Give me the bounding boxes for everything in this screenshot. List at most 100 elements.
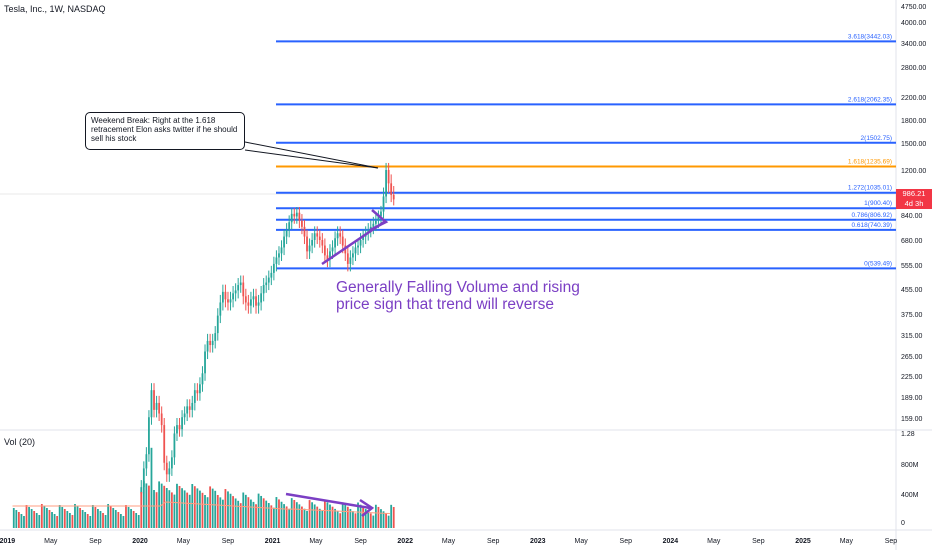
volume-bar: [311, 502, 314, 528]
volume-bar: [28, 507, 30, 528]
candle-body: [283, 236, 285, 248]
volume-bar: [122, 516, 125, 528]
candle-body: [250, 299, 252, 306]
volume-bar: [341, 502, 344, 528]
note-callout[interactable]: Weekend Break: Right at the 1.618 retrac…: [85, 112, 245, 150]
candle-body: [209, 340, 212, 346]
candle-body: [293, 213, 296, 217]
candle-body: [260, 293, 263, 303]
volume-bar: [17, 512, 20, 528]
volume-bar: [178, 486, 181, 528]
volume-bar: [35, 513, 38, 528]
volume-bar: [390, 504, 393, 528]
volume-bar: [199, 490, 201, 528]
candle-body: [178, 425, 181, 430]
candle-body: [303, 226, 306, 237]
volume-bar: [168, 490, 171, 528]
volume-bar: [278, 499, 280, 528]
volume-bar: [58, 505, 61, 528]
time-tick: May: [575, 538, 589, 545]
volume-bar: [117, 512, 120, 528]
volume-tick: 1.28: [901, 431, 915, 438]
candle-body: [214, 333, 217, 341]
volume-bar: [385, 513, 387, 528]
volume-bar: [12, 508, 15, 528]
volume-bar: [232, 496, 234, 528]
last-price-badge: 986.21 4d 3h: [896, 189, 932, 209]
volume-bar: [237, 500, 240, 528]
volume-bar: [229, 493, 232, 528]
fibonacci-extension[interactable]: 0(539.49) 0.618(740.39) 0.786(806.92) 1(900…: [276, 33, 896, 270]
volume-bar: [290, 498, 293, 528]
volume-bar: [38, 515, 41, 528]
volume-bar: [104, 515, 107, 528]
volume-bar: [257, 493, 260, 528]
candle-body: [341, 236, 344, 246]
volume-bar: [316, 506, 319, 528]
volume-tick: 400M: [901, 492, 919, 499]
volume-bar: [295, 502, 298, 528]
volume-bar: [318, 508, 321, 528]
note-pointer-2: [244, 141, 379, 169]
candle-body: [349, 257, 352, 264]
volume-bar: [206, 497, 209, 528]
candle-body: [193, 390, 196, 403]
volume-bar: [53, 514, 56, 528]
volume-bar: [349, 508, 352, 528]
time-tick: Sep: [752, 538, 765, 545]
volume-bar: [46, 508, 48, 528]
volume-bar: [196, 488, 199, 528]
volume-bar: [313, 504, 316, 528]
candle-body: [339, 233, 342, 237]
candle-body: [163, 425, 166, 463]
candle-body: [329, 251, 331, 260]
candle-body: [239, 282, 242, 286]
volume-bar: [99, 511, 102, 528]
price-tick: 555.00: [901, 263, 923, 270]
candle-body: [352, 253, 354, 258]
volume-bar: [285, 506, 288, 528]
volume-bar: [56, 516, 59, 528]
volume-series: [12, 447, 395, 528]
bar-countdown: 4d 3h: [904, 199, 924, 208]
candle-body: [336, 233, 339, 239]
candle-body: [232, 293, 234, 300]
text-annotation[interactable]: Generally Falling Volume and rising pric…: [336, 279, 580, 313]
annotation-line-1: Generally Falling Volume and rising: [336, 279, 580, 296]
candle-body: [334, 238, 336, 248]
volume-bar: [260, 495, 263, 528]
candle-body: [380, 211, 382, 217]
volume-bar: [127, 507, 130, 528]
volume-bar: [252, 501, 255, 528]
volume-bar: [15, 510, 18, 528]
volume-bar: [298, 504, 301, 528]
volume-bar: [132, 511, 135, 528]
volume-bar: [193, 486, 196, 528]
price-tick: 3400.00: [901, 41, 926, 48]
volume-bar: [306, 510, 308, 528]
volume-bar: [148, 485, 150, 528]
volume-bar: [84, 512, 87, 528]
price-tick: 189.00: [901, 395, 923, 402]
candle-body: [311, 240, 314, 246]
volume-bar: [227, 491, 229, 528]
candle-body: [267, 277, 270, 283]
candle-body: [158, 402, 161, 414]
time-tick: Sep: [222, 538, 235, 545]
time-tick: Sep: [487, 538, 500, 545]
volume-bar: [114, 510, 117, 528]
candle-body: [270, 272, 273, 278]
volume-bar: [265, 500, 268, 528]
trend-arrow-volume: [285, 492, 371, 510]
time-tick: May: [44, 538, 58, 545]
time-tick: 2025: [795, 538, 811, 545]
candle-body: [153, 390, 155, 410]
drawing-overlays[interactable]: [244, 141, 389, 517]
volume-bar: [68, 513, 71, 528]
volume-bar: [303, 508, 306, 528]
candle-body: [265, 282, 268, 286]
candle-body: [244, 296, 247, 303]
volume-bar: [308, 500, 311, 528]
candle-body: [142, 468, 145, 488]
